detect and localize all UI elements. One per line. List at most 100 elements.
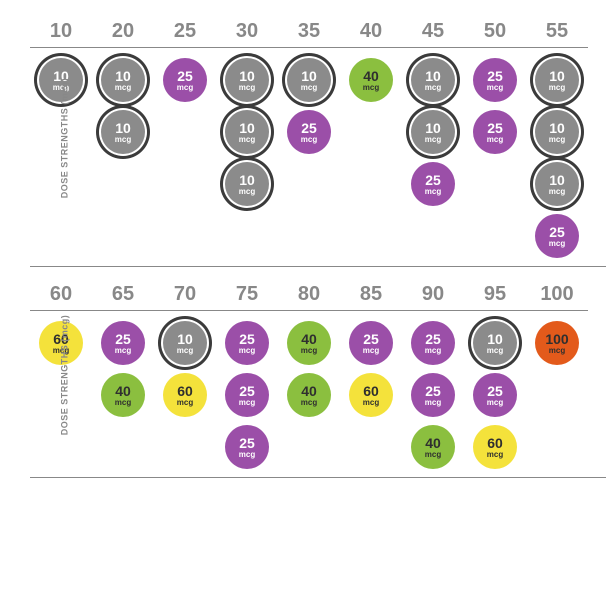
pill-unit: mcg <box>363 84 379 92</box>
dose-column: 7010mcg60mcg <box>154 273 216 425</box>
pill-value: 40 <box>425 436 441 450</box>
pill-value: 10 <box>115 69 131 83</box>
pill-unit: mcg <box>425 451 441 459</box>
pill-stack: 10mcg10mcg10mcg25mcg <box>535 58 579 258</box>
pill-value: 25 <box>363 332 379 346</box>
dose-section: DOSE STRENGTHS (mcg)6060mcg6525mcg40mcg7… <box>30 273 606 478</box>
pill-value: 25 <box>487 69 503 83</box>
pill-value: 10 <box>239 121 255 135</box>
pill-value: 25 <box>239 436 255 450</box>
pill-value: 25 <box>239 384 255 398</box>
dose-pill: 10mcg <box>163 321 207 365</box>
pill-unit: mcg <box>487 347 503 355</box>
dose-column: 4040mcg <box>340 10 402 110</box>
dose-pill: 10mcg <box>535 110 579 154</box>
dose-pill: 40mcg <box>101 373 145 417</box>
column-header: 60 <box>30 273 92 311</box>
dose-pill: 25mcg <box>101 321 145 365</box>
column-header: 35 <box>278 10 340 48</box>
pill-unit: mcg <box>115 136 131 144</box>
pill-stack: 25mcg25mcg <box>473 58 517 154</box>
dose-column: 30 10mcg10mcg10mcg <box>216 10 278 214</box>
dose-pill: 25mcg <box>411 373 455 417</box>
pill-value: 25 <box>549 225 565 239</box>
dose-pill: 25mcg <box>411 162 455 206</box>
dose-column: 5510mcg10mcg10mcg25mcg <box>526 10 588 266</box>
pill-unit: mcg <box>115 347 131 355</box>
dose-column: 7525mcg25mcg25mcg <box>216 273 278 477</box>
column-header: 20 <box>92 10 154 48</box>
column-header: 10 <box>30 10 92 48</box>
pill-unit: mcg <box>177 347 193 355</box>
pill-value: 10 <box>239 173 255 187</box>
pill-unit: mcg <box>301 399 317 407</box>
dose-section: DOSE STRENGTHS (mcg)1010mcg2010mcg10mcg2… <box>30 10 606 267</box>
dose-column: 9025mcg25mcg40mcg <box>402 273 464 477</box>
dose-pill: 40mcg <box>287 321 331 365</box>
dose-column: 2525mcg <box>154 10 216 110</box>
pill-stack: 10mcg60mcg <box>163 321 207 417</box>
column-header: 70 <box>154 273 216 311</box>
dose-pill: 10mcg <box>101 110 145 154</box>
pill-value: 10 <box>177 332 193 346</box>
pill-stack: 10mcg10mcg10mcg <box>225 58 269 206</box>
pill-stack: 25mcg25mcg25mcg <box>225 321 269 469</box>
pill-unit: mcg <box>177 399 193 407</box>
dose-pill: 40mcg <box>411 425 455 469</box>
pill-stack: 10mcg10mcg25mcg <box>411 58 455 206</box>
dose-column: 100100mcg <box>526 273 588 373</box>
dose-grid: 6060mcg6525mcg40mcg7010mcg60mcg7525mcg25… <box>30 273 606 477</box>
pill-value: 40 <box>301 332 317 346</box>
column-header: 95 <box>464 273 526 311</box>
dose-pill: 40mcg <box>287 373 331 417</box>
dose-column: 85 25mcg60mcg <box>340 273 402 425</box>
column-header: 65 <box>92 273 154 311</box>
dose-pill: 25mcg <box>287 110 331 154</box>
dose-pill: 25mcg <box>473 58 517 102</box>
dose-grid: 1010mcg2010mcg10mcg2525mcg3010mcg10mcg10… <box>30 10 606 266</box>
column-header: 75 <box>216 273 278 311</box>
pill-value: 25 <box>425 384 441 398</box>
pill-unit: mcg <box>425 399 441 407</box>
column-header: 90 <box>402 273 464 311</box>
dose-pill: 10mcg <box>287 58 331 102</box>
dose-pill: 25mcg <box>163 58 207 102</box>
pill-unit: mcg <box>487 84 503 92</box>
pill-unit: mcg <box>425 188 441 196</box>
column-header: 30 <box>216 10 278 48</box>
pill-unit: mcg <box>487 136 503 144</box>
column-header: 85 <box>340 273 402 311</box>
dose-pill: 60mcg <box>163 373 207 417</box>
axis-label: DOSE STRENGTHS (mcg) <box>59 78 69 199</box>
pill-value: 10 <box>301 69 317 83</box>
dose-pill: 25mcg <box>535 214 579 258</box>
dose-pill: 10mcg <box>225 110 269 154</box>
pill-value: 25 <box>177 69 193 83</box>
pill-stack: 25mcg <box>163 58 207 102</box>
pill-value: 10 <box>487 332 503 346</box>
pill-unit: mcg <box>239 347 255 355</box>
axis-label: DOSE STRENGTHS (mcg) <box>59 315 69 436</box>
pill-unit: mcg <box>487 451 503 459</box>
pill-stack: 25mcg60mcg <box>349 321 393 417</box>
pill-unit: mcg <box>301 347 317 355</box>
pill-value: 40 <box>301 384 317 398</box>
pill-unit: mcg <box>549 347 565 355</box>
pill-stack: 10mcg 25mcg <box>287 58 331 154</box>
dose-pill: 10mcg <box>473 321 517 365</box>
pill-stack: 40mcg <box>349 58 393 102</box>
dose-pill: 25mcg <box>225 425 269 469</box>
pill-unit: mcg <box>549 136 565 144</box>
pill-unit: mcg <box>425 347 441 355</box>
pill-value: 25 <box>487 121 503 135</box>
pill-unit: mcg <box>239 451 255 459</box>
column-header: 45 <box>402 10 464 48</box>
pill-value: 40 <box>363 69 379 83</box>
dose-chart: DOSE STRENGTHS (mcg)1010mcg2010mcg10mcg2… <box>30 10 606 478</box>
pill-value: 10 <box>239 69 255 83</box>
dose-pill: 10mcg <box>535 162 579 206</box>
dose-pill: 25mcg <box>411 321 455 365</box>
pill-value: 25 <box>239 332 255 346</box>
dose-pill: 25mcg <box>349 321 393 365</box>
pill-value: 10 <box>549 121 565 135</box>
